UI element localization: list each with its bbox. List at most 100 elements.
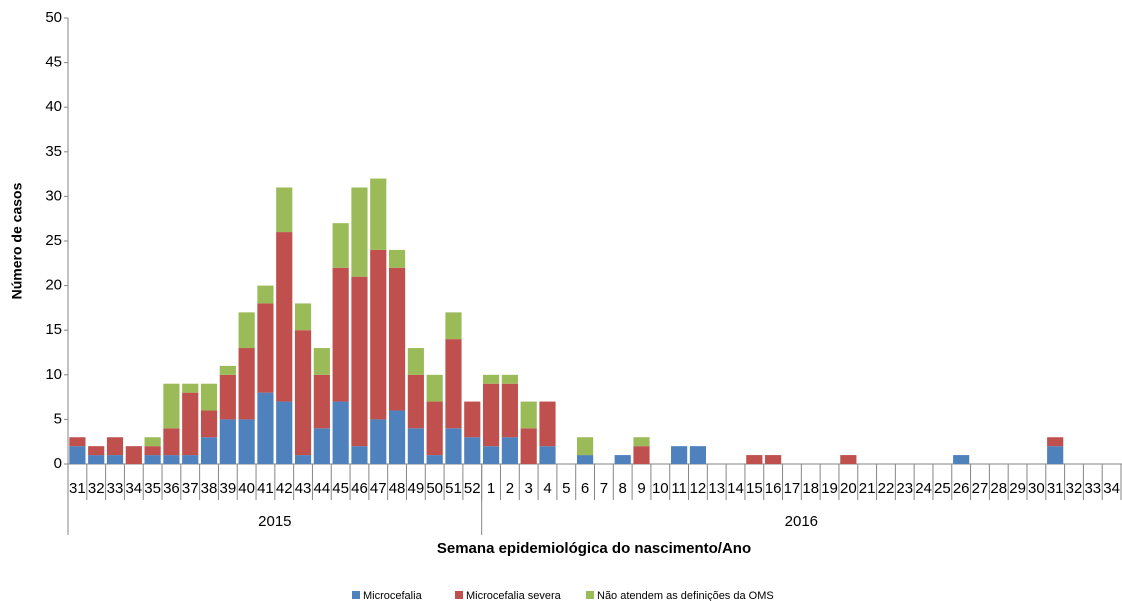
- x-tick-label: 24: [915, 480, 932, 497]
- x-tick-label: 11: [671, 480, 687, 497]
- bar-segment: [163, 455, 180, 464]
- x-tick-label: 41: [257, 480, 274, 497]
- x-tick-label: 49: [408, 480, 425, 497]
- y-tick-label: 0: [54, 455, 62, 472]
- bar-segment: [88, 446, 105, 456]
- bar-segment: [332, 223, 349, 268]
- x-axis-title: Semana epidemiológica do nascimento/Ano: [437, 540, 751, 557]
- bar-segment: [351, 276, 368, 447]
- y-tick-label: 25: [45, 232, 62, 249]
- x-tick-label: 47: [370, 480, 387, 497]
- legend-label: Não atendem as definições da OMS: [597, 590, 774, 601]
- bar-segment: [953, 455, 970, 464]
- y-tick-label: 20: [45, 277, 62, 294]
- bar-segment: [633, 437, 650, 447]
- x-tick-label: 48: [389, 480, 406, 497]
- bar-segment: [1047, 437, 1064, 447]
- x-tick-label: 42: [276, 480, 293, 497]
- x-tick-label: 26: [953, 480, 970, 497]
- bar-segment: [482, 446, 500, 464]
- bar-segment: [200, 437, 218, 464]
- x-tick-label: 9: [637, 480, 645, 497]
- bar-segment: [501, 383, 518, 438]
- x-tick-label: 10: [652, 480, 669, 497]
- bar-segment: [370, 249, 387, 420]
- bar-segment: [482, 374, 500, 384]
- bar-segment: [614, 455, 631, 464]
- group-label: 2016: [785, 513, 818, 530]
- x-tick-label: 1: [487, 480, 495, 497]
- x-tick-label: 18: [802, 480, 819, 497]
- bar-segment: [69, 437, 86, 447]
- x-tick-label: 40: [238, 480, 255, 497]
- bar-segment: [388, 410, 406, 464]
- x-tick-label: 52: [464, 480, 481, 497]
- bar-segment: [219, 419, 236, 464]
- bar-segment: [671, 446, 688, 464]
- x-tick-label: 39: [219, 480, 236, 497]
- bar-segment: [351, 446, 368, 464]
- x-tick-label: 5: [562, 480, 570, 497]
- bar-segment: [1047, 446, 1064, 464]
- legend-swatch: [352, 591, 360, 599]
- x-tick-label: 33: [1084, 480, 1101, 497]
- x-tick-label: 36: [163, 480, 180, 497]
- x-tick-label: 17: [784, 480, 801, 497]
- bar-segment: [163, 383, 180, 429]
- x-tick-label: 33: [107, 480, 124, 497]
- bar-segment: [501, 374, 518, 384]
- y-tick-label: 50: [45, 9, 62, 26]
- x-tick-label: 23: [896, 480, 913, 497]
- bar-segment: [238, 312, 255, 349]
- bar-segment: [238, 348, 255, 420]
- bar-segment: [163, 428, 180, 456]
- x-tick-label: 34: [125, 480, 142, 497]
- legend-label: Microcefalia severa: [466, 590, 562, 601]
- bar-segment: [276, 401, 293, 464]
- bar-segment: [257, 392, 274, 464]
- y-tick-label: 35: [45, 143, 62, 160]
- bar-segment: [577, 455, 594, 464]
- x-tick-label: 31: [69, 480, 86, 497]
- bar-segment: [426, 374, 443, 402]
- bar-segment: [445, 312, 462, 340]
- x-tick-label: 2: [506, 480, 514, 497]
- bar-segment: [144, 446, 161, 456]
- x-tick-label: 34: [1103, 480, 1120, 497]
- y-tick-label: 15: [45, 321, 62, 338]
- legend-swatch: [586, 591, 594, 599]
- bar-segment: [88, 455, 105, 464]
- bar-segment: [200, 410, 218, 438]
- bar-segment: [840, 455, 857, 464]
- bar-segment: [313, 348, 330, 375]
- x-tick-label: 16: [765, 480, 782, 497]
- bar-segment: [257, 285, 274, 304]
- x-tick-label: 8: [619, 480, 627, 497]
- bar-segment: [577, 437, 594, 456]
- bar-segment: [69, 446, 86, 464]
- x-tick-label: 30: [1028, 480, 1045, 497]
- bar-segment: [238, 419, 255, 464]
- bar-segment: [294, 303, 312, 331]
- bar-segment: [482, 383, 500, 447]
- bar-segment: [313, 374, 330, 429]
- x-tick-label: 37: [182, 480, 199, 497]
- x-tick-label: 4: [543, 480, 551, 497]
- x-tick-label: 7: [600, 480, 608, 497]
- bar-segment: [106, 437, 124, 456]
- x-tick-label: 22: [878, 480, 895, 497]
- x-tick-label: 27: [972, 480, 989, 497]
- bar-segment: [257, 303, 274, 393]
- x-tick-label: 46: [351, 480, 368, 497]
- bar-segment: [332, 401, 349, 464]
- bar-segment: [765, 455, 782, 464]
- x-tick-label: 3: [525, 480, 533, 497]
- bar-segment: [407, 428, 424, 464]
- y-tick-label: 30: [45, 187, 62, 204]
- legend-swatch: [455, 591, 463, 599]
- x-tick-label: 43: [295, 480, 312, 497]
- bar-segment: [144, 437, 161, 447]
- bar-segment: [294, 330, 312, 456]
- y-tick-label: 5: [54, 410, 62, 427]
- x-tick-label: 20: [840, 480, 857, 497]
